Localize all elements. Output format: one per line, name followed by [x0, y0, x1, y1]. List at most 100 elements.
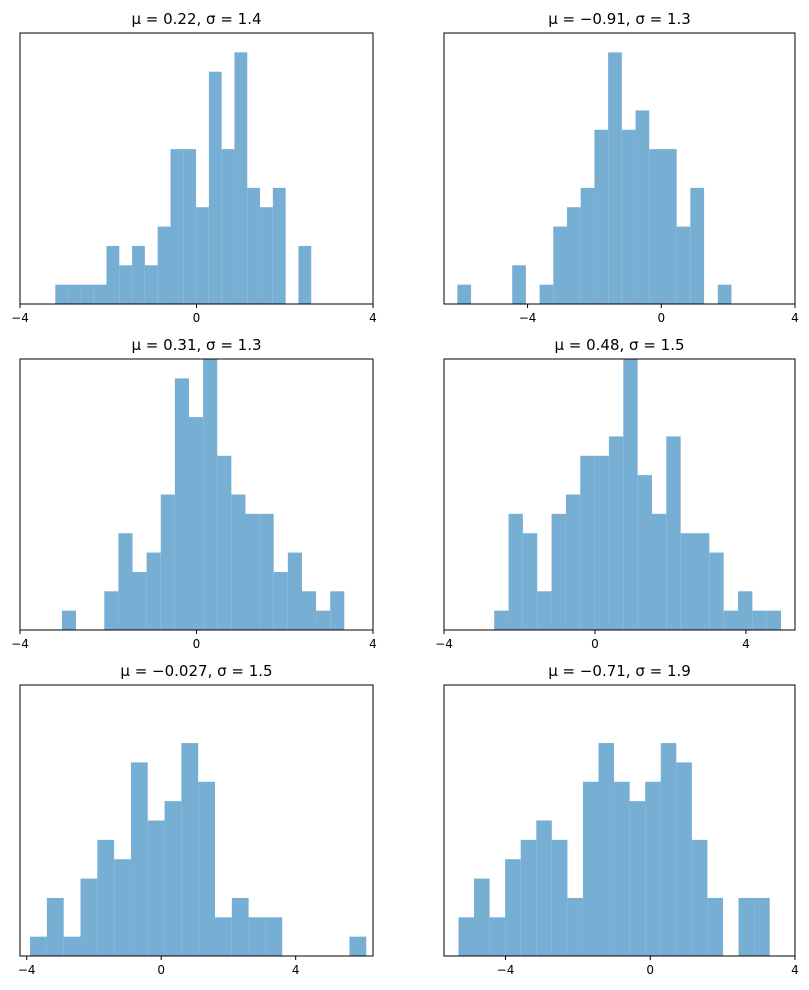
histogram-bar [198, 781, 215, 956]
histogram-bar [520, 839, 537, 956]
histogram-bar [649, 149, 663, 304]
histogram-bar [273, 571, 288, 630]
histogram-bar [104, 591, 119, 630]
histogram-bar [118, 533, 133, 630]
histogram-bar [489, 917, 506, 956]
axes-frame [443, 358, 796, 631]
histogram-bar [97, 839, 115, 956]
histogram-bar [132, 245, 145, 304]
histogram-bar [717, 284, 732, 304]
histogram-bar [494, 610, 509, 630]
histogram-panel-5: −4 0 4 μ = −0.027, σ = 1.5 [18, 662, 374, 977]
histogram-bar [247, 187, 261, 304]
histogram-bar [298, 245, 312, 304]
histogram-bar [738, 897, 755, 956]
x-tick-label: 4 [791, 311, 799, 325]
histogram-bar [458, 917, 475, 956]
x-tick-label: 0 [591, 637, 599, 651]
histogram-bar [272, 187, 286, 304]
histogram-bar [130, 762, 148, 956]
chart-title: μ = −0.027, σ = 1.5 [120, 662, 272, 680]
histogram-bar [565, 494, 581, 630]
histogram-bar [752, 610, 767, 630]
histogram-bar [106, 245, 120, 304]
axes-frame [19, 684, 374, 957]
histogram-bar [208, 71, 222, 305]
histogram-bar [221, 149, 235, 304]
x-tick-label: −4 [11, 311, 29, 325]
histogram-bar [55, 284, 69, 304]
histogram-bar [608, 52, 622, 304]
x-tick-label: 4 [369, 311, 377, 325]
x-tick-label: 0 [657, 311, 665, 325]
histogram-bar [248, 917, 266, 956]
histogram-bar [637, 475, 652, 630]
histogram-bar [181, 743, 199, 956]
histogram-bar [629, 801, 646, 956]
histogram-bar [690, 187, 705, 304]
histogram-bar [676, 226, 691, 304]
histogram-bar [189, 417, 204, 630]
histogram-bar [551, 839, 568, 956]
histogram-bar [316, 610, 331, 630]
histogram-panel-3: −4 0 4 μ = 0.31, σ = 1.3 [11, 336, 377, 651]
histogram-bar [80, 284, 94, 304]
histogram-bar [522, 533, 538, 630]
histogram-bar [676, 762, 692, 956]
histogram-bar [114, 859, 131, 956]
histogram-bar [537, 591, 552, 630]
histogram-bar [265, 917, 283, 956]
histogram-bar [709, 552, 724, 630]
histogram-bar [623, 359, 638, 630]
histogram-panel-6: −4 0 4 μ = −0.71, σ = 1.9 [443, 662, 799, 977]
histogram-panel-1: −4 0 4 μ = 0.22, σ = 1.4 [11, 10, 377, 325]
chart-title: μ = 0.31, σ = 1.3 [131, 336, 261, 354]
histogram-bar [666, 436, 681, 630]
histogram-bar [553, 226, 568, 304]
x-tick-label: −4 [18, 963, 36, 977]
histogram-bar [594, 455, 609, 630]
x-tick-label: 4 [791, 963, 799, 977]
histogram-bar [287, 552, 302, 630]
histogram-bar [608, 436, 624, 630]
x-tick-label: −4 [435, 637, 453, 651]
histogram-bar [234, 52, 248, 304]
histogram-bar [260, 207, 273, 304]
histogram-bar [598, 743, 615, 956]
chart-title: μ = −0.71, σ = 1.9 [548, 662, 691, 680]
histogram-bar [93, 284, 107, 304]
histogram-bar [144, 265, 158, 304]
chart-title: μ = −0.91, σ = 1.3 [548, 10, 691, 28]
histogram-bar [174, 378, 189, 630]
histogram-bar [567, 207, 581, 304]
histogram-bar [651, 513, 667, 630]
histogram-bar [170, 149, 184, 304]
histogram-bar [723, 610, 739, 630]
chart-title: μ = 0.22, σ = 1.4 [131, 10, 261, 28]
histogram-bar [567, 897, 583, 956]
axes-frame [443, 684, 796, 957]
histogram-bar [754, 897, 770, 956]
x-tick-label: 0 [157, 963, 165, 977]
histogram-bar [766, 610, 782, 630]
histogram-bar [738, 591, 753, 630]
histogram-bar [146, 552, 161, 630]
x-tick-label: −4 [497, 963, 515, 977]
histogram-bar [539, 284, 554, 304]
histogram-bar [132, 571, 147, 630]
histogram-bar [508, 513, 523, 630]
histogram-panel-2: −4 0 4 μ = −0.91, σ = 1.3 [443, 10, 799, 325]
histogram-bar [474, 878, 490, 956]
histogram-bar [635, 110, 650, 305]
histogram-bar [582, 781, 599, 956]
x-tick-label: 0 [193, 637, 201, 651]
histogram-bar [61, 610, 77, 630]
histogram-bar [259, 513, 274, 630]
histogram-bar [214, 917, 232, 956]
histogram-bar [30, 936, 47, 956]
histogram-bar [694, 533, 710, 630]
histogram-bar [231, 897, 249, 956]
histogram-bar [147, 820, 165, 956]
histogram-bar [512, 265, 526, 304]
histogram-bar [580, 187, 595, 304]
